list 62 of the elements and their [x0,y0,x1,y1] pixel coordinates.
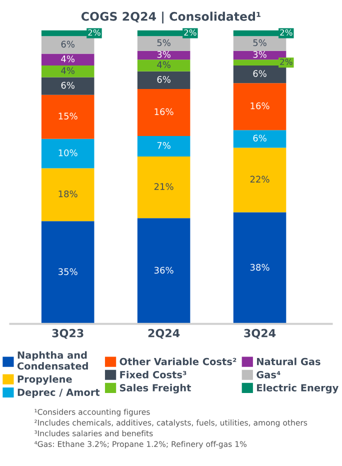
legend-label: Natural Gas [257,358,320,366]
bar [233,36,286,51]
bar [41,94,94,139]
legend-label: Other Variable Costs² [120,358,236,366]
bar [41,138,94,168]
data-label: 16% [154,108,174,116]
bar [137,71,190,90]
data-label: 3% [157,51,170,58]
data-label: 2% [280,29,292,36]
bar [137,218,190,324]
data-label: 22% [250,176,270,183]
data-label: 4% [157,61,170,68]
bar [137,36,190,51]
bar [41,36,94,54]
legend-label: Sales Freight [120,384,191,394]
legend-label: Electric Energy [257,384,338,394]
data-label: 6% [253,134,266,142]
bar [233,212,286,324]
data-label: 6% [253,70,266,77]
bar [233,66,286,84]
bar [41,77,94,95]
data-label: 5% [253,39,266,46]
legend-label: Propylene [18,375,72,385]
bar [41,54,94,66]
data-label: 38% [250,264,270,271]
data-label: 7% [157,142,170,149]
bar [233,83,286,130]
legend-label: Naphtha and Condensated [17,351,88,370]
bar [137,89,190,136]
data-label: 2% [88,29,100,36]
bar [41,66,94,78]
data-label: 6% [61,82,74,89]
x-tick-label: 3Q23 [52,328,84,339]
data-label: 4% [61,67,74,74]
bar [137,50,190,60]
legend-label: Deprec / Amort [18,388,100,398]
data-label: 5% [157,39,170,46]
data-label: 3% [253,51,266,58]
data-label: 10% [58,149,78,156]
data-label: 21% [154,183,174,190]
bar [233,130,286,148]
data-label: 15% [58,112,78,120]
data-label: 4% [61,55,74,62]
bar [137,60,190,72]
data-label: 6% [61,40,74,48]
chart-title: COGS 2Q24 | Consolidated¹ [81,12,260,24]
data-label: 16% [250,102,270,110]
legend-label: Gas⁴ [256,370,280,378]
data-label: 36% [154,266,174,274]
data-label: 6% [157,76,170,83]
bar [233,148,286,212]
bar [137,156,190,218]
bar [41,221,94,324]
legend-label: Fixed Costs³ [120,370,186,378]
bar [137,136,190,157]
data-label: 35% [58,268,78,276]
data-label: 2% [280,58,292,65]
data-label: 2% [184,29,196,36]
x-tick-label: 2Q24 [148,328,180,339]
x-tick-label: 3Q24 [244,328,276,339]
bar [41,168,94,222]
data-label: 18% [58,190,78,198]
